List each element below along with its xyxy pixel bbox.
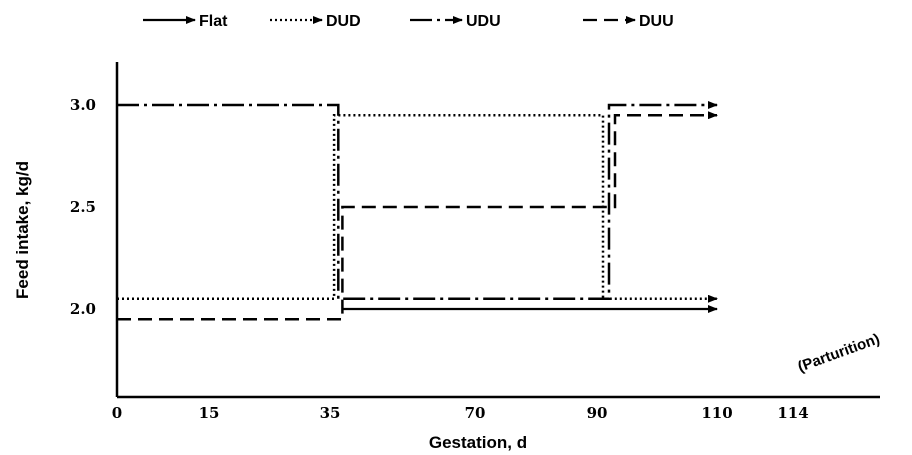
y-tick-label: 2.0 <box>70 300 96 318</box>
series-line-dud <box>117 113 718 303</box>
series-line-udu <box>117 101 718 301</box>
x-tick-label: 70 <box>465 404 486 422</box>
legend-label-flat: Flat <box>199 13 228 30</box>
x-axis-title: Gestation, d <box>429 433 527 452</box>
legend: Flat DUD UDU DUU <box>143 13 674 30</box>
series-line-duu <box>117 111 718 321</box>
x-tick-label: 0 <box>112 404 122 422</box>
y-axis-title: Feed intake, kg/d <box>13 161 32 299</box>
x-tick-label: 15 <box>199 404 220 422</box>
legend-label-dud: DUD <box>326 13 361 30</box>
y-tick-label: 3.0 <box>70 96 96 114</box>
x-tick-label: 110 <box>701 404 732 422</box>
ticks: 0 15 35 70 90 110 114 2.0 2.5 3.0 <box>70 96 809 422</box>
parturition-annotation: (Parturition) <box>796 330 882 375</box>
legend-label-duu: DUU <box>639 13 674 30</box>
x-tick-label: 35 <box>320 404 341 422</box>
y-tick-label: 2.5 <box>70 198 96 216</box>
axes <box>115 62 880 399</box>
x-tick-label: 90 <box>587 404 608 422</box>
x-tick-label: 114 <box>777 404 808 422</box>
series-lines <box>117 101 718 321</box>
legend-label-udu: UDU <box>466 13 501 30</box>
